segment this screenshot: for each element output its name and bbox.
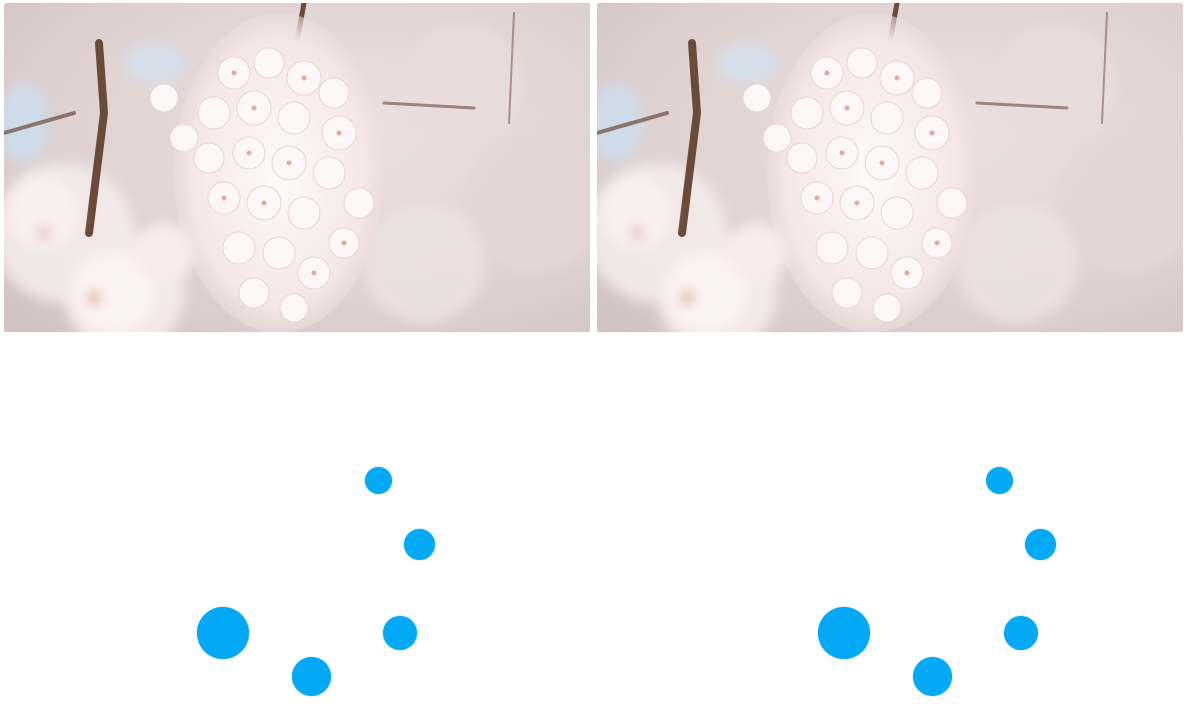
- spinner-dot: [818, 607, 870, 659]
- spinner-dot: [404, 529, 435, 560]
- spinner-dot: [913, 657, 952, 696]
- cherry-blossom-photo-left: [4, 3, 590, 332]
- spinner-dot: [383, 616, 417, 650]
- loading-spinner-left: [0, 340, 590, 719]
- spinner-dot: [197, 607, 249, 659]
- spinner-dot: [986, 467, 1013, 494]
- loading-spinner-right: [600, 340, 1190, 719]
- cherry-blossom-photo-right: [597, 3, 1183, 332]
- cherry-blossom-image: [597, 3, 1183, 332]
- spinner-dot: [365, 467, 392, 494]
- cherry-blossom-image: [4, 3, 590, 332]
- spinner-dot: [1025, 529, 1056, 560]
- spinner-dot: [1004, 616, 1038, 650]
- spinner-dot: [292, 657, 331, 696]
